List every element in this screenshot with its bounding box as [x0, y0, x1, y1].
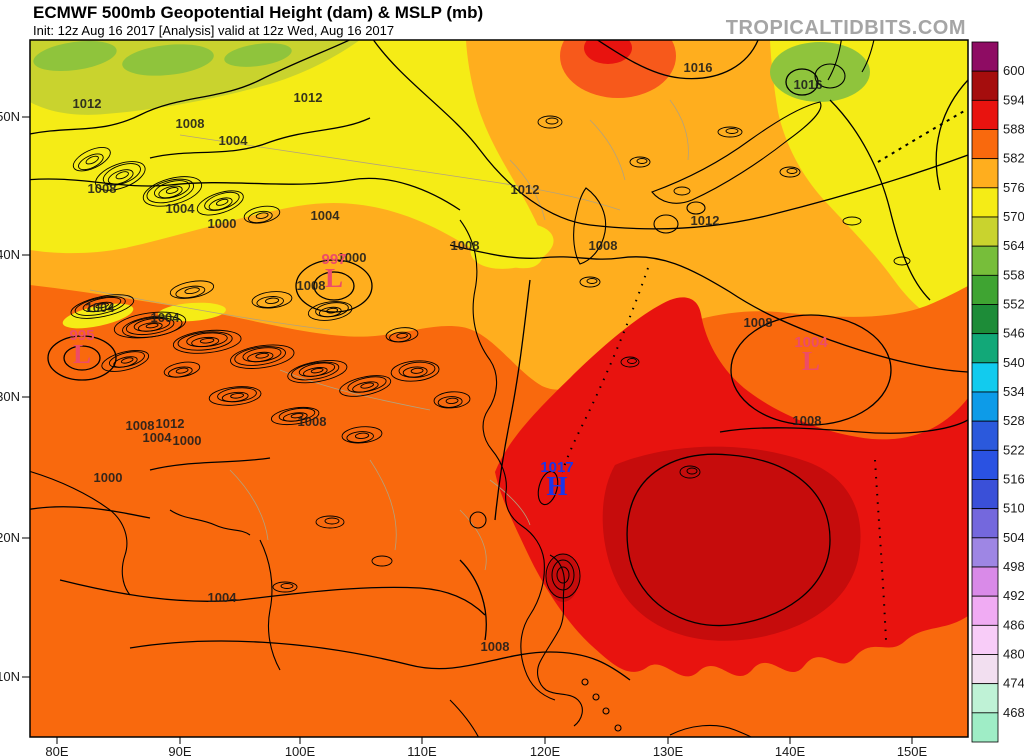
- svg-text:1000: 1000: [173, 433, 202, 448]
- height-colorbar: 600 594 588 582 576 570 564 558 552 546 540 534 528 5…: [972, 42, 1024, 742]
- svg-text:1004: 1004: [208, 590, 238, 605]
- svg-text:474: 474: [1003, 676, 1024, 691]
- svg-text:1008: 1008: [451, 238, 480, 253]
- svg-text:522: 522: [1003, 442, 1024, 457]
- svg-text:564: 564: [1003, 238, 1024, 253]
- svg-text:498: 498: [1003, 559, 1024, 574]
- svg-text:1008: 1008: [793, 413, 822, 428]
- weather-map-page: ECMWF 500mb Geopotential Height (dam) & …: [0, 0, 1024, 756]
- svg-text:534: 534: [1003, 384, 1024, 399]
- svg-text:582: 582: [1003, 151, 1024, 166]
- svg-text:528: 528: [1003, 413, 1024, 428]
- svg-text:1004: 1004: [143, 430, 173, 445]
- green-patch-okhotsk: [770, 42, 870, 102]
- svg-text:1016: 1016: [684, 60, 713, 75]
- svg-text:L: L: [325, 263, 343, 293]
- svg-text:516: 516: [1003, 472, 1024, 487]
- svg-text:1008: 1008: [176, 116, 205, 131]
- svg-text:546: 546: [1003, 326, 1024, 341]
- map-field: 1012101210081004100810041000100410001008…: [25, 14, 968, 744]
- svg-text:1000: 1000: [208, 216, 237, 231]
- svg-text:150E: 150E: [897, 744, 928, 756]
- svg-text:1008: 1008: [589, 238, 618, 253]
- map-canvas: 1012101210081004100810041000100410001008…: [0, 0, 1024, 756]
- svg-text:1012: 1012: [691, 213, 720, 228]
- svg-text:40N: 40N: [0, 247, 20, 262]
- svg-text:L: L: [73, 339, 91, 369]
- svg-text:1004: 1004: [219, 133, 249, 148]
- svg-text:576: 576: [1003, 180, 1024, 195]
- svg-text:1008: 1008: [481, 639, 510, 654]
- svg-text:468: 468: [1003, 705, 1024, 720]
- svg-text:1012: 1012: [294, 90, 323, 105]
- svg-text:1012: 1012: [511, 182, 540, 197]
- svg-text:480: 480: [1003, 647, 1024, 662]
- svg-text:504: 504: [1003, 530, 1024, 545]
- svg-text:1000: 1000: [94, 470, 123, 485]
- svg-text:110E: 110E: [407, 744, 437, 756]
- svg-text:50N: 50N: [0, 109, 20, 124]
- svg-text:H: H: [546, 471, 567, 501]
- svg-text:594: 594: [1003, 92, 1024, 107]
- svg-text:1008: 1008: [297, 278, 326, 293]
- svg-text:540: 540: [1003, 355, 1024, 370]
- svg-text:492: 492: [1003, 588, 1024, 603]
- svg-text:10N: 10N: [0, 669, 20, 684]
- svg-text:L: L: [802, 346, 820, 376]
- svg-text:510: 510: [1003, 501, 1024, 516]
- svg-text:1008: 1008: [744, 315, 773, 330]
- svg-text:140E: 140E: [775, 744, 806, 756]
- svg-text:90E: 90E: [168, 744, 191, 756]
- svg-text:1004: 1004: [166, 201, 196, 216]
- band-594-600-core: [603, 447, 861, 641]
- svg-text:570: 570: [1003, 209, 1024, 224]
- svg-text:1008: 1008: [88, 181, 117, 196]
- svg-text:1012: 1012: [73, 96, 102, 111]
- svg-text:120E: 120E: [530, 744, 561, 756]
- svg-text:20N: 20N: [0, 530, 20, 545]
- svg-text:486: 486: [1003, 617, 1024, 632]
- svg-text:588: 588: [1003, 122, 1024, 137]
- svg-text:1004: 1004: [86, 300, 116, 315]
- svg-text:1016: 1016: [794, 77, 823, 92]
- svg-text:30N: 30N: [0, 389, 20, 404]
- svg-text:558: 558: [1003, 267, 1024, 282]
- svg-text:1004: 1004: [151, 310, 181, 325]
- warm-blob-north-core: [584, 32, 632, 64]
- svg-text:1008: 1008: [298, 414, 327, 429]
- svg-text:552: 552: [1003, 297, 1024, 312]
- svg-text:80E: 80E: [45, 744, 68, 756]
- svg-text:600: 600: [1003, 63, 1024, 78]
- svg-text:130E: 130E: [653, 744, 684, 756]
- svg-text:1012: 1012: [156, 416, 185, 431]
- svg-text:100E: 100E: [285, 744, 316, 756]
- svg-text:1004: 1004: [311, 208, 341, 223]
